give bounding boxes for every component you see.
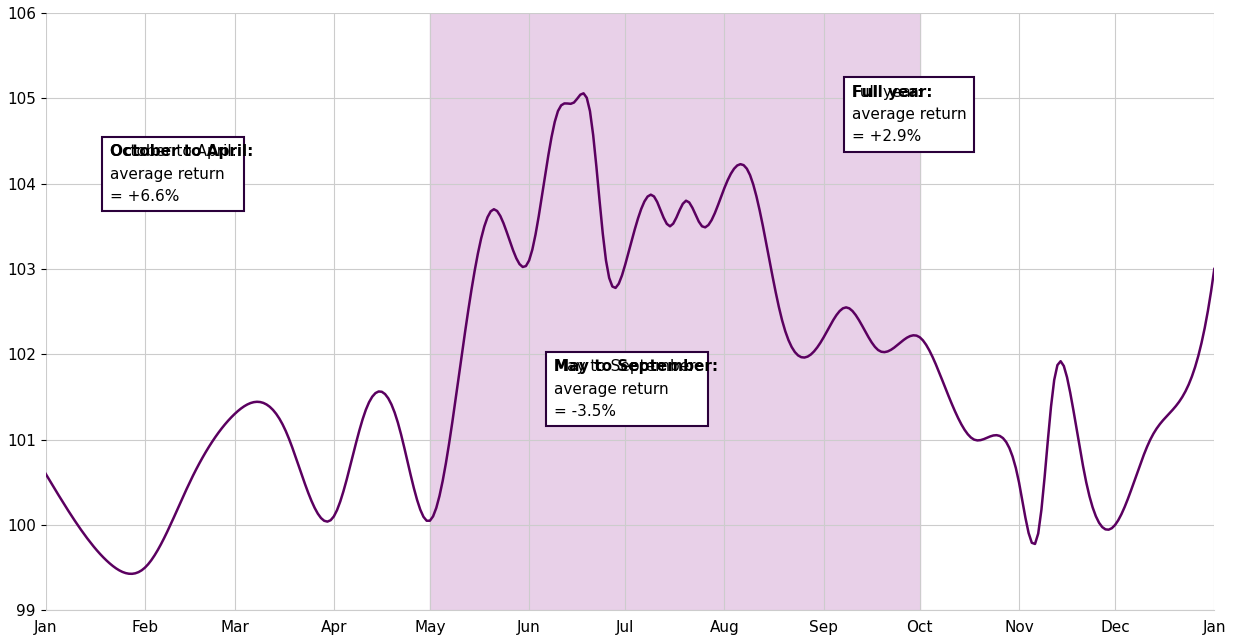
Text: May to September:: May to September: <box>554 360 718 374</box>
Text: Full year:
average return
= +2.9%: Full year: average return = +2.9% <box>852 85 967 144</box>
Text: October to April:
average return
= +6.6%: October to April: average return = +6.6% <box>110 144 237 204</box>
Text: May to September:
average return
= -3.5%: May to September: average return = -3.5% <box>554 360 700 419</box>
Text: October to April:: October to April: <box>110 144 253 159</box>
Text: Full year:: Full year: <box>852 85 932 100</box>
Bar <box>430 13 920 611</box>
